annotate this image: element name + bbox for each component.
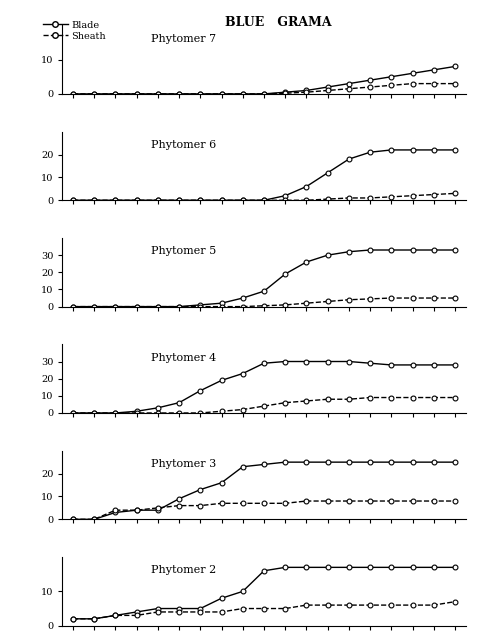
Text: Phytomer 6: Phytomer 6	[151, 140, 216, 150]
Legend: Blade, Sheath: Blade, Sheath	[43, 21, 106, 40]
Text: Phytomer 7: Phytomer 7	[151, 33, 216, 44]
Text: Phytomer 3: Phytomer 3	[151, 459, 216, 469]
Text: Phytomer 2: Phytomer 2	[151, 565, 216, 575]
Text: Phytomer 4: Phytomer 4	[151, 353, 216, 363]
Text: BLUE   GRAMA: BLUE GRAMA	[225, 16, 332, 29]
Text: Phytomer 5: Phytomer 5	[151, 246, 216, 256]
